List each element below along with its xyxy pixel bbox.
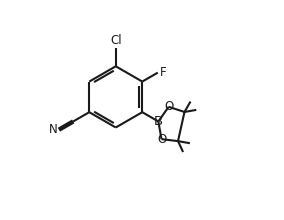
Text: F: F <box>160 66 166 79</box>
Text: O: O <box>157 133 166 146</box>
Text: N: N <box>49 123 57 136</box>
Text: O: O <box>164 100 174 113</box>
Text: Cl: Cl <box>110 34 122 47</box>
Text: B: B <box>154 115 163 128</box>
